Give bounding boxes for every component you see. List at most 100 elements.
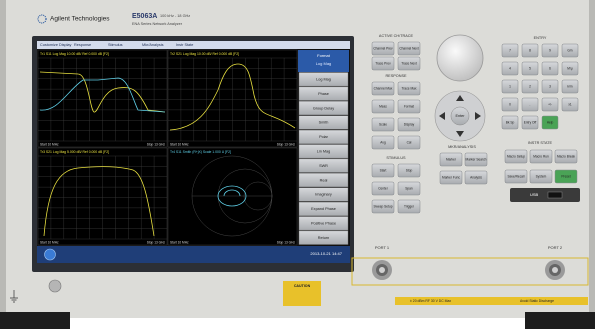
key-label: Macro Setup <box>507 154 525 158</box>
softkey-label: Group Delay <box>313 106 334 110</box>
trace-header: Tr4 S11 Smith (R+jX) Scale 1.000 U [F2] <box>170 150 231 154</box>
key-label: Preset <box>561 174 570 178</box>
softkey-label: Positive Phase <box>311 222 336 226</box>
key-label: Save/Recall <box>507 174 524 178</box>
port-label: PORT 2 <box>548 245 563 250</box>
key-label: . <box>530 102 531 106</box>
foot <box>0 312 70 329</box>
foot <box>525 312 595 329</box>
group-title: STIMULUS <box>386 156 406 160</box>
taskbar <box>37 246 350 263</box>
plot-area <box>168 148 297 245</box>
softkey-label: Imaginary <box>315 193 332 197</box>
menu-item[interactable]: Customize Display <box>40 43 72 47</box>
key-label: 9 <box>549 48 551 52</box>
usb-port <box>548 192 562 198</box>
key-label: Marker Search <box>466 157 487 161</box>
stop-label: Stop 13 GHz <box>147 240 166 244</box>
group-title: RESPONSE <box>385 74 407 78</box>
stop-label: Stop 13 GHz <box>277 240 296 244</box>
group-title: ENTRY <box>534 36 547 40</box>
start-label: Start 10 MHz <box>170 240 189 244</box>
softkey-label: Expand Phase <box>311 207 336 211</box>
key-label: 4 <box>509 66 511 70</box>
group-title: MKR/ANALYSIS <box>448 145 476 149</box>
menu-item[interactable]: Response <box>74 43 91 47</box>
key-label: Marker <box>446 157 457 161</box>
menu-item[interactable]: Mkr/Analysis <box>142 43 164 47</box>
key-label: x1 <box>568 102 572 106</box>
key-label: Trace Next <box>401 61 417 65</box>
power-button[interactable] <box>49 280 61 292</box>
menu-item[interactable]: Stimulus <box>108 43 123 47</box>
rotary-knob[interactable] <box>437 35 483 81</box>
key-label: 1 <box>509 84 511 88</box>
rating-text: ± 20 dBm RF 30 V DC Max <box>410 299 451 303</box>
freq-range: 100 kHz - 18 GHz <box>160 14 190 18</box>
key-label: Cal <box>407 140 412 144</box>
start-button[interactable] <box>45 249 56 260</box>
softkey-label: Return <box>318 236 329 240</box>
group-title: ACTIVE CH/TRACE <box>379 34 414 38</box>
caution-text: CAUTION <box>294 284 311 288</box>
key-label: 2 <box>529 84 531 88</box>
port-connector <box>372 260 392 280</box>
key-label: Center <box>378 186 389 190</box>
trace-header: Tr3 S21 Log Mag 5.000 dB/ Ref 0.000 dB [… <box>40 150 109 154</box>
key-label: Sweep Setup <box>374 204 393 208</box>
key-label: Start <box>380 168 387 172</box>
softkey-label: Real <box>320 178 328 182</box>
brand: Agilent Technologies <box>50 16 110 23</box>
start-label: Start 10 MHz <box>170 142 189 146</box>
series: ENA Series Network Analyzer <box>132 22 183 26</box>
softkey-label: Lin Mag <box>317 150 331 154</box>
group-title: INSTR STATE <box>528 141 553 145</box>
key-label: System <box>536 174 547 178</box>
trace-header: Tr1 S11 Log Mag 10.00 dB/ Ref 0.000 dB [… <box>40 52 109 56</box>
instrument-photo: Agilent Technologies E5063A 100 kHz - 18… <box>0 0 595 329</box>
softkey-label: Log Mag <box>316 78 331 82</box>
enter-label: Enter <box>455 114 465 118</box>
start-label: Start 10 MHz <box>40 142 59 146</box>
stop-label: Stop 13 GHz <box>277 142 296 146</box>
model: E5063A <box>132 13 157 20</box>
softkey-label: Polar <box>319 135 329 139</box>
static-text: Avoid Static Discharge <box>520 299 554 303</box>
key-label: Display <box>404 122 415 126</box>
key-label: 3 <box>549 84 551 88</box>
port-label: PORT 1 <box>375 245 390 250</box>
softkey-label: SWR <box>319 164 328 168</box>
key-label: Span <box>405 186 413 190</box>
key-label: Channel Max <box>374 86 393 90</box>
key-label: Macro Break <box>557 154 575 158</box>
softkey-label: Phase <box>318 92 329 96</box>
key-label: Trace Max <box>402 86 417 90</box>
key-label: 0 <box>509 102 511 106</box>
key-label: k/m <box>567 84 572 88</box>
key-label: Entry Off <box>524 120 537 124</box>
key-label: Meas <box>379 104 387 108</box>
menu-item[interactable]: Instr State <box>176 43 193 47</box>
key-label: G/n <box>567 48 572 52</box>
key-label: Channel Prev <box>373 46 393 50</box>
key-label: Trigger <box>404 204 415 208</box>
key-label: 7 <box>509 48 511 52</box>
stop-label: Stop 13 GHz <box>147 142 166 146</box>
clock: 2013-10-21 14:47 <box>310 251 342 256</box>
key-label: Format <box>404 104 414 108</box>
key-label: 8 <box>529 48 531 52</box>
key-label: Trace Prev <box>375 61 391 65</box>
softkey-current: Log Mag <box>316 61 332 66</box>
key-label: 5 <box>529 66 531 70</box>
trace-header: Tr2 S21 Log Mag 10.00 dB/ Ref 0.000 dB [… <box>170 52 239 56</box>
key-label: Avg <box>380 140 386 144</box>
port-connector <box>545 260 565 280</box>
key-label: Macro Run <box>533 154 549 158</box>
key-label: Scale <box>379 122 387 126</box>
key-label: 6 <box>549 66 551 70</box>
right-edge <box>589 0 595 318</box>
key-label: Stop <box>406 168 413 172</box>
softkey-title: Format <box>317 53 331 58</box>
key-label: Help <box>547 120 554 124</box>
key-label: Channel Next <box>399 46 418 50</box>
